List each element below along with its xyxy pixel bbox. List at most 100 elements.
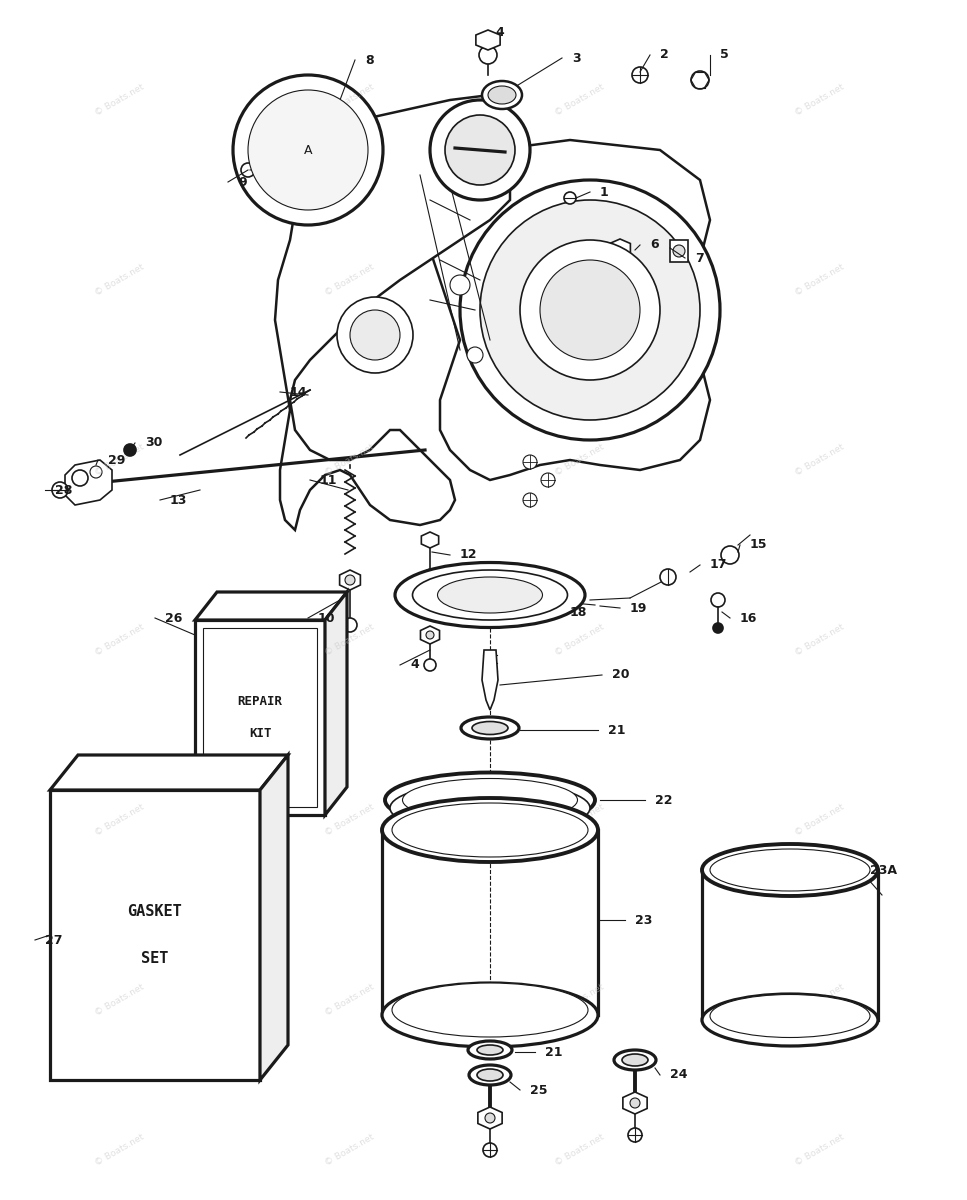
Text: 6: 6 — [650, 239, 659, 252]
Text: 18: 18 — [570, 606, 587, 618]
Text: 8: 8 — [365, 54, 373, 66]
Circle shape — [483, 1142, 497, 1157]
Text: 10: 10 — [318, 612, 336, 624]
Circle shape — [430, 100, 530, 200]
Text: 22: 22 — [655, 793, 672, 806]
Text: © Boats.net: © Boats.net — [794, 83, 846, 118]
Text: 4: 4 — [410, 659, 419, 672]
Text: © Boats.net: © Boats.net — [94, 623, 146, 658]
Text: 21: 21 — [545, 1045, 563, 1058]
Circle shape — [424, 659, 436, 671]
Text: 23A: 23A — [870, 864, 897, 876]
Polygon shape — [65, 460, 112, 505]
Text: © Boats.net: © Boats.net — [324, 263, 376, 298]
Circle shape — [233, 74, 383, 226]
Text: 15: 15 — [750, 539, 768, 552]
Ellipse shape — [710, 850, 870, 890]
Circle shape — [520, 240, 660, 380]
Circle shape — [450, 275, 470, 295]
Ellipse shape — [413, 570, 568, 620]
Text: © Boats.net: © Boats.net — [94, 803, 146, 838]
Text: 19: 19 — [630, 601, 647, 614]
Bar — [50, 790, 260, 1080]
Circle shape — [460, 180, 720, 440]
Polygon shape — [740, 1006, 760, 1025]
Text: 12: 12 — [460, 548, 478, 562]
Polygon shape — [339, 570, 361, 590]
Text: 11: 11 — [320, 474, 337, 486]
Ellipse shape — [395, 563, 585, 628]
Circle shape — [523, 455, 537, 469]
Text: © Boats.net: © Boats.net — [324, 1133, 376, 1168]
Polygon shape — [476, 30, 500, 50]
Text: © Boats.net: © Boats.net — [94, 1133, 146, 1168]
Circle shape — [632, 67, 648, 83]
Text: 2: 2 — [660, 48, 669, 61]
Ellipse shape — [488, 86, 516, 104]
Polygon shape — [421, 626, 440, 644]
Circle shape — [721, 546, 739, 564]
Circle shape — [540, 260, 640, 360]
Ellipse shape — [482, 80, 522, 109]
Text: 3: 3 — [572, 52, 580, 65]
Circle shape — [673, 245, 685, 257]
Text: © Boats.net: © Boats.net — [554, 623, 606, 658]
Text: © Boats.net: © Boats.net — [324, 983, 376, 1018]
Ellipse shape — [472, 721, 508, 734]
Text: 28: 28 — [55, 484, 73, 497]
Circle shape — [479, 46, 497, 64]
Text: © Boats.net: © Boats.net — [554, 83, 606, 118]
Text: 1: 1 — [600, 186, 609, 198]
Polygon shape — [50, 755, 288, 790]
Text: © Boats.net: © Boats.net — [554, 803, 606, 838]
Text: © Boats.net: © Boats.net — [94, 443, 146, 478]
Ellipse shape — [614, 1050, 656, 1070]
Circle shape — [72, 470, 88, 486]
Text: © Boats.net: © Boats.net — [794, 1133, 846, 1168]
Polygon shape — [422, 532, 439, 548]
Ellipse shape — [702, 844, 878, 896]
Circle shape — [343, 618, 357, 632]
Ellipse shape — [392, 983, 588, 1037]
Circle shape — [630, 1098, 640, 1108]
Circle shape — [741, 1008, 755, 1022]
Ellipse shape — [382, 983, 598, 1046]
Text: 30: 30 — [145, 437, 162, 450]
Circle shape — [124, 444, 136, 456]
Circle shape — [345, 575, 355, 584]
Circle shape — [248, 90, 368, 210]
Circle shape — [350, 310, 400, 360]
Polygon shape — [325, 592, 347, 815]
Text: © Boats.net: © Boats.net — [94, 83, 146, 118]
Circle shape — [660, 569, 676, 584]
Text: © Boats.net: © Boats.net — [324, 83, 376, 118]
Ellipse shape — [702, 994, 878, 1046]
Circle shape — [628, 1128, 642, 1142]
Circle shape — [445, 115, 515, 185]
Circle shape — [564, 192, 576, 204]
Text: © Boats.net: © Boats.net — [794, 263, 846, 298]
Text: 24: 24 — [670, 1068, 688, 1081]
Polygon shape — [275, 95, 510, 530]
Circle shape — [426, 631, 434, 638]
Text: 21: 21 — [608, 724, 626, 737]
Circle shape — [241, 163, 255, 176]
Bar — [195, 620, 325, 815]
Text: 27: 27 — [45, 934, 63, 947]
Text: © Boats.net: © Boats.net — [94, 983, 146, 1018]
Ellipse shape — [469, 1066, 511, 1085]
Circle shape — [90, 466, 102, 478]
Text: 23: 23 — [635, 913, 653, 926]
Circle shape — [485, 1114, 495, 1123]
Text: 5: 5 — [720, 48, 729, 61]
Text: 16: 16 — [740, 612, 757, 624]
Text: 4: 4 — [495, 25, 504, 38]
Polygon shape — [420, 140, 710, 480]
Polygon shape — [623, 1092, 647, 1114]
Text: REPAIR: REPAIR — [238, 695, 282, 708]
Text: A: A — [304, 144, 312, 156]
Circle shape — [480, 200, 700, 420]
Circle shape — [253, 126, 267, 140]
Text: 13: 13 — [170, 493, 188, 506]
Ellipse shape — [468, 1040, 512, 1058]
